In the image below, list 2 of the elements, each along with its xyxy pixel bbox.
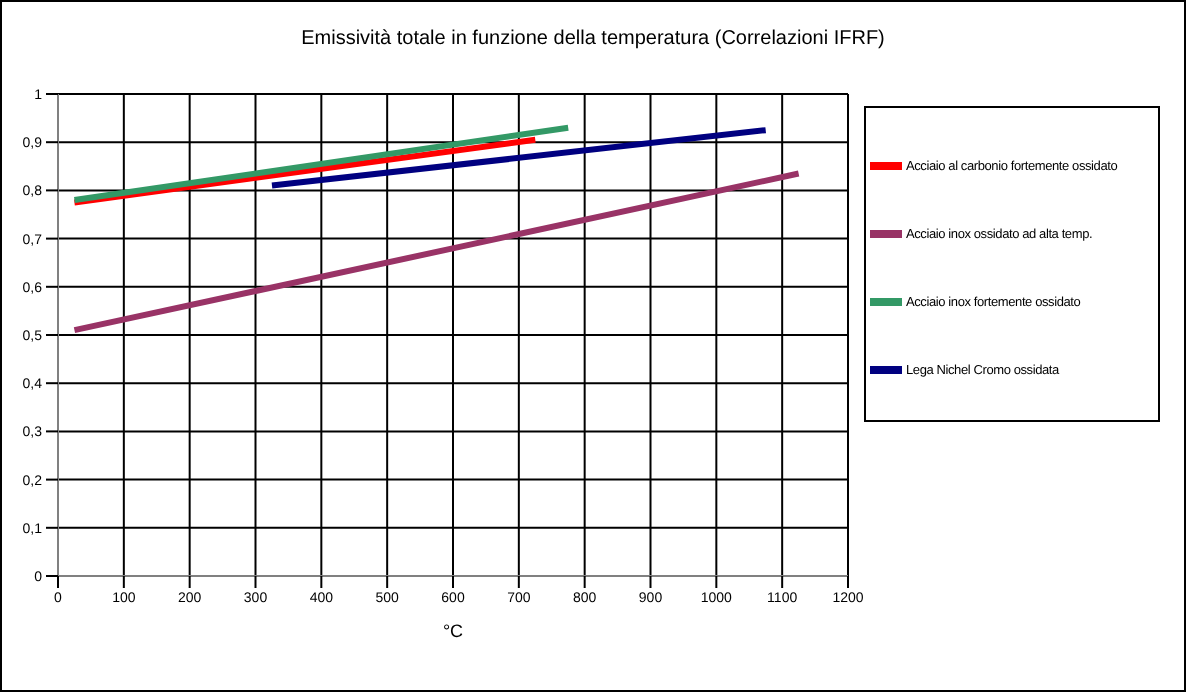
x-axis-title: °C bbox=[442, 620, 465, 641]
chart-title: Emissività totale in funzione della temperatura (Correlazioni IFRF) bbox=[299, 28, 887, 50]
